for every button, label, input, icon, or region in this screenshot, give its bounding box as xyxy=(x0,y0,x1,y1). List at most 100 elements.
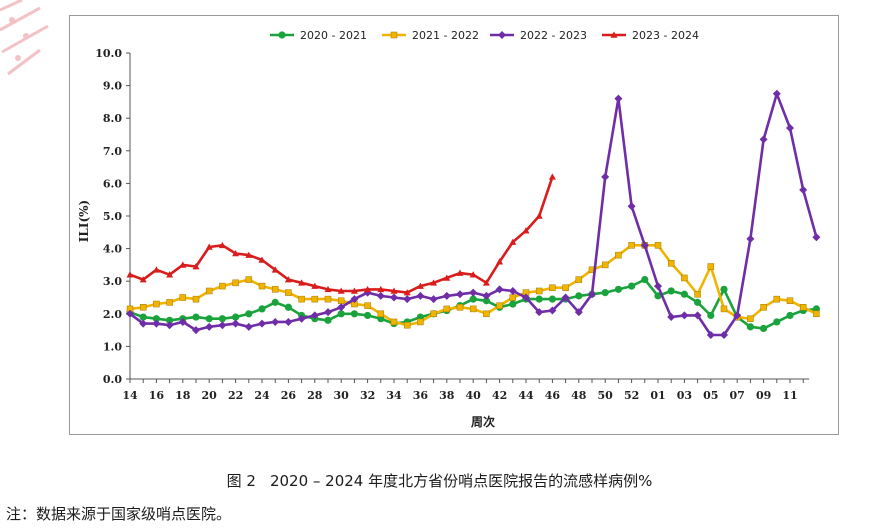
data-point xyxy=(390,293,398,302)
data-point xyxy=(205,322,214,331)
x-tick-label: 32 xyxy=(360,389,375,402)
data-point xyxy=(469,295,477,303)
x-tick-label: 22 xyxy=(228,389,243,402)
data-point xyxy=(258,282,266,290)
data-point xyxy=(417,318,424,326)
data-point xyxy=(231,319,240,328)
data-point xyxy=(535,287,543,295)
data-point xyxy=(786,297,794,305)
data-point xyxy=(746,234,755,243)
data-point xyxy=(601,172,610,181)
data-point xyxy=(681,274,688,282)
legend-item: 2020 - 2021 xyxy=(270,29,367,42)
data-point xyxy=(179,294,187,301)
figure-number: 图 2 xyxy=(226,472,256,490)
x-tick-label: 20 xyxy=(202,389,218,402)
data-point xyxy=(337,297,345,305)
data-point xyxy=(760,324,768,333)
data-point xyxy=(178,317,187,326)
data-point xyxy=(773,318,781,326)
data-point xyxy=(614,94,623,103)
data-point xyxy=(733,311,742,320)
data-point xyxy=(482,279,490,286)
axes: 0.0 1.0 2.0 3.0 4.0 5.0 6.0 7.0 8.0 9.0 10.0 14 16 18… xyxy=(95,47,810,402)
x-tick-label: 03 xyxy=(677,389,692,402)
data-point xyxy=(561,293,570,302)
data-point xyxy=(179,261,187,268)
legend-label: 2022 - 2023 xyxy=(520,29,587,42)
legend-label: 2023 - 2024 xyxy=(632,29,699,42)
data-point xyxy=(192,313,200,321)
data-point xyxy=(601,261,609,269)
data-point xyxy=(337,287,345,294)
figure-title: 2020 – 2024 年度北方省份哨点医院报告的流感样病例% xyxy=(269,472,653,490)
data-point xyxy=(508,286,517,295)
y-tick-label: 10.0 xyxy=(95,47,122,60)
data-point xyxy=(456,290,464,299)
series-line xyxy=(128,278,818,330)
data-point xyxy=(376,291,385,300)
data-point xyxy=(258,319,266,328)
data-point xyxy=(628,282,636,290)
data-point xyxy=(271,298,279,306)
x-tick-label: 11 xyxy=(782,389,797,402)
x-tick-label: 34 xyxy=(386,389,402,402)
data-point xyxy=(786,311,794,320)
data-point xyxy=(390,287,398,294)
data-point xyxy=(562,284,569,291)
legend: 2020 - 2021 2021 - 2022 2022 - 2023 2023 - … xyxy=(270,29,699,42)
data-point xyxy=(680,311,689,320)
series-lines xyxy=(126,89,821,339)
data-point xyxy=(509,300,517,308)
data-point xyxy=(232,313,240,321)
y-axis-label: ILI(%) xyxy=(77,200,91,242)
data-point xyxy=(232,249,240,257)
figure-caption: 图 2 2020 – 2024 年度北方省份哨点医院报告的流感样病例% xyxy=(0,470,879,491)
data-point xyxy=(298,295,305,303)
data-point xyxy=(218,241,226,249)
data-point xyxy=(258,256,266,263)
data-point xyxy=(152,266,160,273)
data-point xyxy=(245,310,253,318)
x-axis-label: 周次 xyxy=(471,414,495,429)
data-point xyxy=(548,306,557,315)
x-tick-label: 01 xyxy=(650,389,665,402)
x-tick-label: 05 xyxy=(703,389,718,402)
x-tick-label: 30 xyxy=(334,389,350,402)
data-point xyxy=(324,285,332,293)
data-point xyxy=(297,314,306,323)
data-point xyxy=(139,276,147,283)
decorative-stamp-corner xyxy=(0,0,49,76)
data-point xyxy=(192,263,200,270)
x-tick-label: 38 xyxy=(439,389,455,402)
legend-swatch-marker xyxy=(610,31,618,38)
y-tick-label: 4.0 xyxy=(103,243,122,256)
data-point xyxy=(403,321,411,329)
data-point xyxy=(139,313,147,321)
x-tick-label: 09 xyxy=(756,389,771,402)
data-point xyxy=(152,319,161,328)
data-point xyxy=(707,311,715,320)
data-point xyxy=(812,233,821,242)
data-point xyxy=(654,292,662,300)
data-point xyxy=(139,304,147,311)
data-point xyxy=(311,282,319,289)
data-point xyxy=(390,318,398,326)
data-point xyxy=(720,330,728,339)
data-point xyxy=(218,315,226,323)
data-point xyxy=(443,274,451,281)
data-point xyxy=(271,266,279,273)
y-tick-label: 8.0 xyxy=(103,112,122,125)
data-point xyxy=(469,288,478,297)
data-point xyxy=(694,298,702,306)
y-tick-label: 7.0 xyxy=(103,145,122,158)
data-point xyxy=(548,295,556,303)
data-point xyxy=(205,315,213,323)
y-tick-label: 1.0 xyxy=(103,340,122,353)
x-tick-label: 36 xyxy=(413,389,429,402)
data-point xyxy=(166,316,174,324)
y-tick-label: 5.0 xyxy=(103,210,122,223)
data-point xyxy=(219,282,226,290)
data-point xyxy=(509,294,517,301)
data-point xyxy=(614,285,623,293)
